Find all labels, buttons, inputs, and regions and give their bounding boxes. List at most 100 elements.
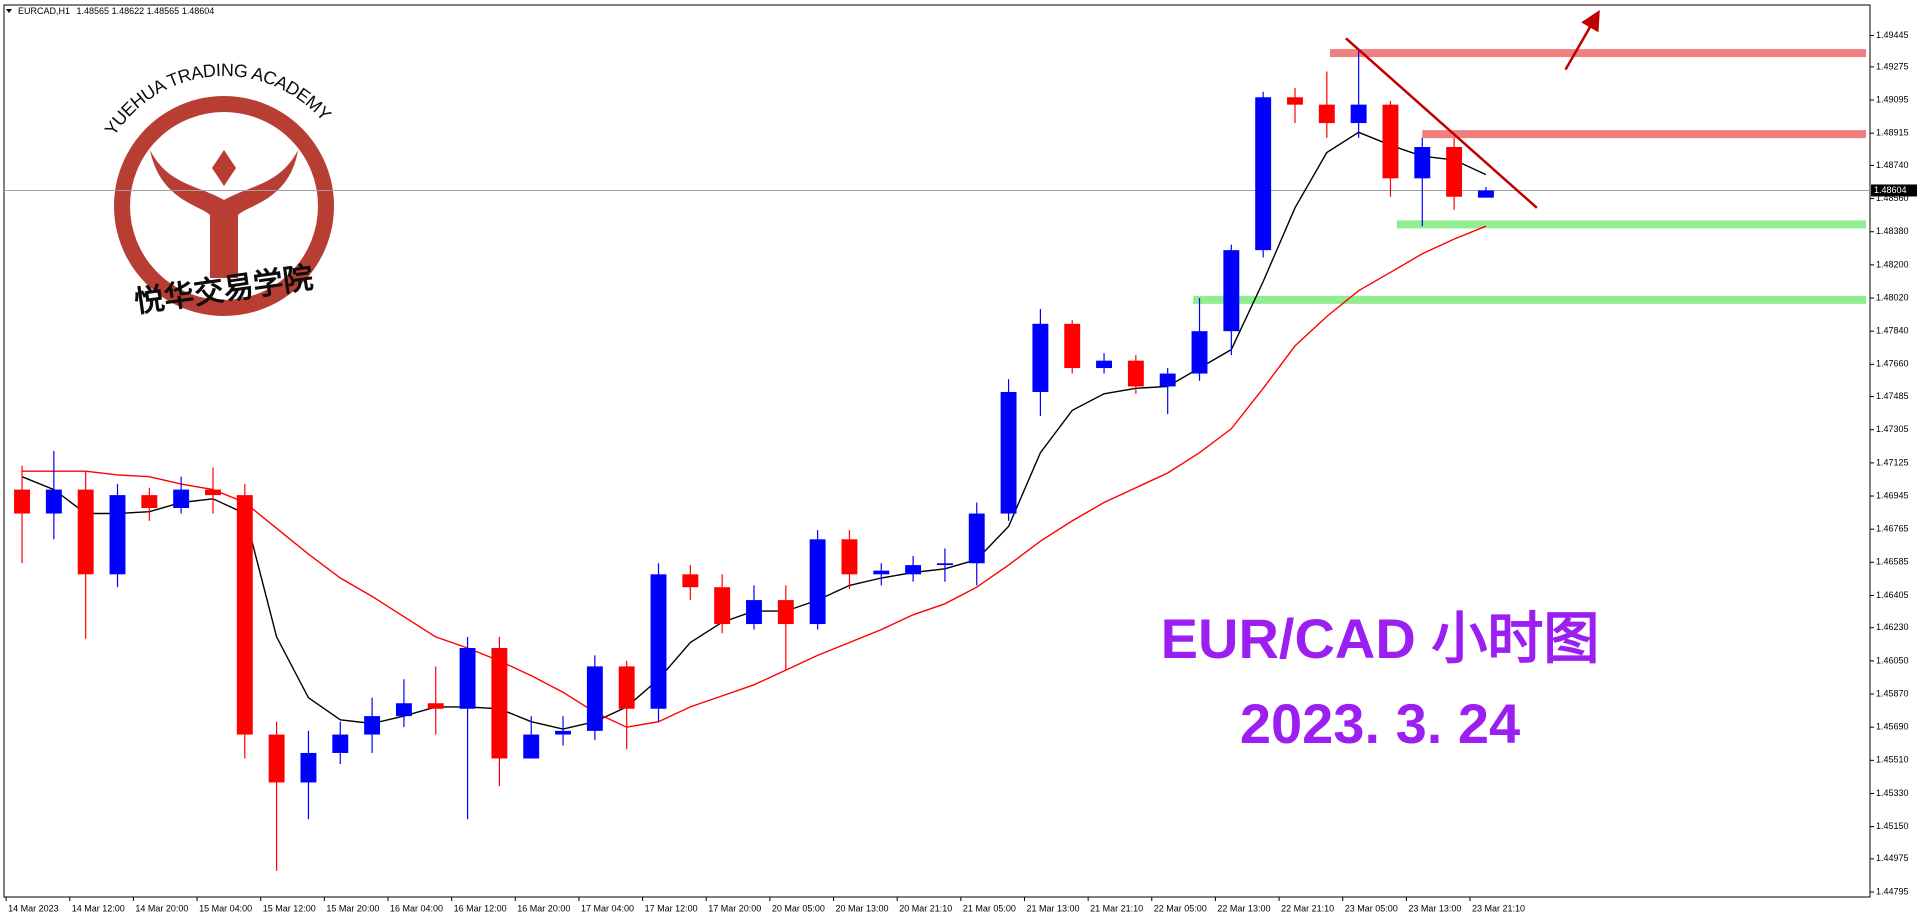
level-zone (1422, 130, 1866, 139)
candle-body (1000, 391, 1017, 514)
candle-body (491, 647, 508, 759)
x-tick-label: 20 Mar 13:00 (836, 903, 889, 913)
y-tick-label: 1.47125 (1876, 457, 1909, 467)
quote: 1.48622 (112, 6, 145, 16)
last-price-tag (1871, 184, 1917, 197)
watermark: YUEHUA TRADING ACADEMY 悦华交易学院 (100, 60, 335, 320)
candle-body (1414, 147, 1431, 179)
x-tick-label: 23 Mar 13:00 (1408, 903, 1461, 913)
x-tick-label: 15 Mar 04:00 (199, 903, 252, 913)
x-tick-label: 17 Mar 04:00 (581, 903, 634, 913)
x-tick-label: 21 Mar 05:00 (963, 903, 1016, 913)
candle-body (968, 513, 985, 564)
x-tick-label: 16 Mar 12:00 (454, 903, 507, 913)
x-tick-label: 14 Mar 20:00 (135, 903, 188, 913)
moving-average (22, 225, 1487, 728)
symbol: EURCAD,H1 (18, 6, 70, 16)
logo-ring (114, 96, 334, 316)
y-tick-label: 1.47485 (1876, 391, 1909, 401)
candle-body (427, 703, 444, 709)
x-tick-label: 15 Mar 20:00 (326, 903, 379, 913)
candle-body (777, 600, 794, 625)
header: EURCAD,H1 1.48565 1.48622 1.48565 1.4860… (18, 6, 214, 16)
candle-body (841, 539, 858, 575)
candle-body (109, 495, 126, 575)
x-tick-label: 20 Mar 21:10 (899, 903, 952, 913)
candle-body (682, 574, 699, 588)
arrow (1564, 10, 1600, 71)
candle-body (714, 587, 731, 625)
candle-body (173, 489, 190, 509)
x-tick-label: 14 Mar 12:00 (72, 903, 125, 913)
candle-body (1032, 323, 1049, 392)
annotation-date: 2023. 3. 24 (1240, 692, 1520, 755)
x-tick-label: 16 Mar 04:00 (390, 903, 443, 913)
candle-body (1446, 147, 1463, 197)
y-tick-label: 1.45150 (1876, 821, 1909, 831)
candle-body (1223, 250, 1240, 332)
logo-emblem (150, 150, 298, 278)
candle-body (809, 539, 826, 625)
candle-body (77, 489, 94, 575)
y-tick-label: 1.46945 (1876, 490, 1909, 500)
y-tick-label: 1.45870 (1876, 688, 1909, 698)
y-tick-label: 1.49445 (1876, 30, 1909, 40)
level-zone (1396, 220, 1866, 229)
y-tick-label: 1.46230 (1876, 622, 1909, 632)
y-tick-label: 1.48020 (1876, 292, 1909, 302)
x-tick-label: 23 Mar 21:10 (1472, 903, 1525, 913)
logo-diamond (212, 150, 236, 186)
candle-body (395, 703, 412, 717)
quote: 1.48565 (147, 6, 180, 16)
y-tick-label: 1.48915 (1876, 128, 1909, 138)
candle-body (1191, 331, 1208, 374)
candle-body (905, 565, 922, 575)
x-tick-label: 15 Mar 12:00 (263, 903, 316, 913)
candle-body (1318, 104, 1335, 124)
candle-body (873, 570, 890, 575)
y-tick-label: 1.47660 (1876, 359, 1909, 369)
candle-body (45, 489, 62, 514)
y-tick-label: 1.48560 (1876, 193, 1909, 203)
x-tick-label: 17 Mar 12:00 (645, 903, 698, 913)
candle-body (650, 574, 667, 709)
candle-body (1064, 323, 1081, 369)
y-tick-label: 1.46405 (1876, 590, 1909, 600)
y-tick-label: 1.47305 (1876, 424, 1909, 434)
x-tick-label: 16 Mar 20:00 (517, 903, 570, 913)
y-tick-label: 1.44795 (1876, 886, 1909, 896)
menu-arrow (6, 9, 12, 13)
x-tick-label: 22 Mar 05:00 (1154, 903, 1207, 913)
marks: 1.49445 1.49275 1.49095 1.48915 1.48740 1.485… (4, 10, 1917, 913)
candle-body (1127, 360, 1144, 387)
y-tick-label: 1.48200 (1876, 259, 1909, 269)
x-tick-label: 17 Mar 20:00 (708, 903, 761, 913)
trend-line (1345, 37, 1538, 209)
quote: 1.48604 (182, 6, 215, 16)
x-tick-label: 22 Mar 21:10 (1281, 903, 1334, 913)
y-tick-label: 1.48740 (1876, 160, 1909, 170)
x-tick-label: 14 Mar 2023 (8, 903, 59, 913)
candle-body (1477, 190, 1494, 198)
candle-body (236, 495, 253, 735)
x-tick-label: 21 Mar 21:10 (1090, 903, 1143, 913)
candle-body (746, 600, 762, 625)
x-tick-label: 20 Mar 05:00 (772, 903, 825, 913)
candle-body (618, 666, 635, 709)
candle-body (1159, 373, 1176, 387)
y-tick-label: 1.48380 (1876, 226, 1909, 236)
annotation-title: EUR/CAD 小时图 (1161, 607, 1600, 670)
y-tick-label: 1.45330 (1876, 788, 1909, 798)
candle-body (14, 489, 30, 514)
candle-body (555, 730, 571, 735)
candle-body (936, 563, 953, 566)
candle-body (1255, 97, 1272, 251)
plot-frame (3, 4, 1871, 898)
x-tick-label: 23 Mar 05:00 (1345, 903, 1398, 913)
level-zone (1329, 49, 1866, 58)
x-tick-label: 21 Mar 13:00 (1026, 903, 1079, 913)
candle-body (1096, 360, 1112, 369)
last-price-label: 1.48604 (1874, 185, 1907, 195)
